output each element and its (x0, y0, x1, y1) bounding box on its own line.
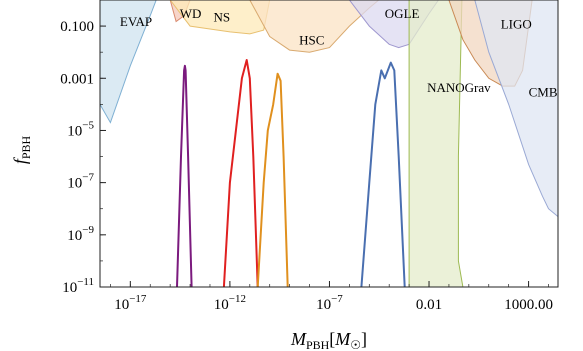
x-tick-label: 10−17 (114, 293, 147, 313)
label-hsc: HSC (299, 32, 324, 47)
y-tick-label: 10−9 (67, 224, 94, 244)
constraint-regions (100, 0, 558, 287)
pbh-mass-function-peaks (176, 59, 406, 287)
y-tick-label: 0.001 (60, 71, 94, 87)
label-wd: WD (180, 6, 202, 21)
peak-curve-2 (222, 59, 259, 287)
region-ns (169, 0, 271, 35)
constraint-labels: EVAP WD NS HSC OGLE NANOGrav LIGO CMB (120, 6, 558, 99)
region-nanograv (408, 0, 464, 287)
peak-curve-1 (176, 64, 193, 287)
x-tick-label: 1000.00 (504, 297, 553, 313)
y-axis-ticks: 0.100 0.001 10−5 10−7 10−9 10−11 (60, 0, 106, 296)
y-tick-label: 0.100 (60, 19, 94, 35)
label-evap: EVAP (120, 14, 152, 29)
label-ogle: OGLE (385, 6, 420, 21)
y-axis-title: fPBH (10, 135, 33, 164)
x-tick-label: 10−7 (316, 293, 343, 313)
region-evap (100, 0, 157, 124)
label-cmb: CMB (529, 85, 558, 100)
peak-curve-4 (360, 61, 406, 287)
y-tick-label: 10−7 (67, 172, 94, 192)
y-tick-label: 10−5 (67, 119, 94, 139)
peak-curve-3 (256, 72, 289, 287)
x-axis-ticks: 10−17 10−12 10−7 0.01 1000.00 (110, 281, 553, 313)
label-ns: NS (214, 10, 231, 25)
x-tick-label: 0.01 (416, 297, 442, 313)
label-ligo: LIGO (501, 17, 532, 32)
region-cmb (474, 0, 558, 218)
x-tick-label: 10−12 (214, 293, 246, 313)
y-tick-label: 10−11 (62, 276, 94, 296)
label-nanograv: NANOGrav (427, 80, 491, 95)
x-axis-title: MPBH[M☉] (290, 329, 367, 351)
